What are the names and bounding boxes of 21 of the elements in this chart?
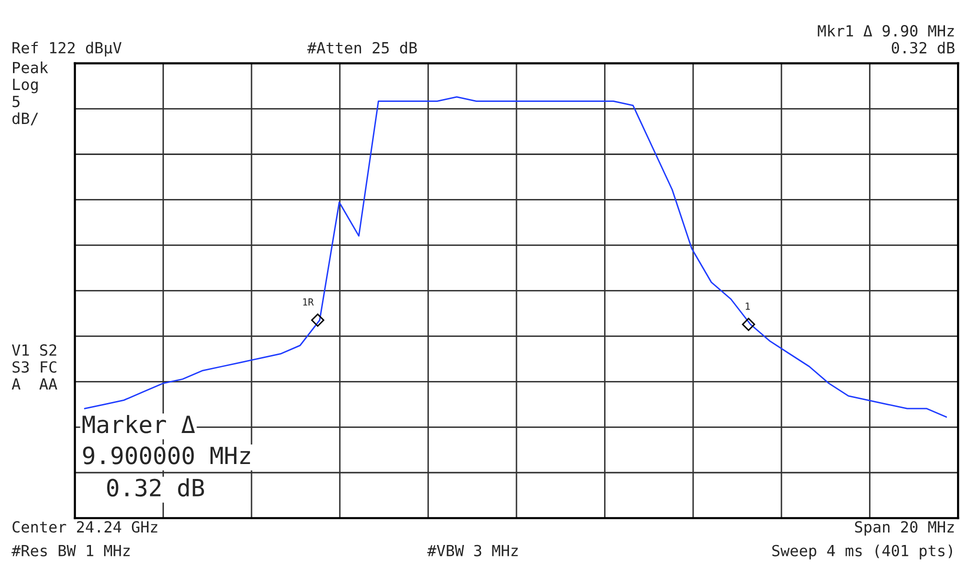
text: Mkr1 Δ 9.90 MHz: [818, 24, 954, 37]
annotation: Marker Δ: [82, 415, 195, 434]
text: 5: [12, 96, 20, 108]
annotation: 1: [746, 302, 750, 310]
text: Ref 122 dBµV: [12, 42, 122, 56]
text: Peak: [12, 61, 48, 74]
text: 0.32 dB: [892, 42, 954, 54]
text: #VBW 3 MHz: [427, 544, 518, 556]
text: dB/: [12, 112, 38, 126]
annotation: 0.32 dB: [107, 478, 204, 497]
text: #Res BW 1 MHz: [12, 545, 130, 556]
annotation: 9.900000 MHz: [83, 446, 250, 464]
text: Sweep 4 ms (401 pts): [772, 544, 952, 560]
text: V1 S2: [12, 344, 56, 356]
text: S3 FC: [12, 361, 56, 373]
text: Center 24.24 GHz: [12, 521, 158, 533]
text: Log: [13, 78, 38, 94]
text: A AA: [12, 378, 58, 390]
annotation: 1R: [303, 298, 314, 306]
text: Span 20 MHz: [855, 521, 954, 536]
text: #Atten 25 dB: [307, 42, 417, 54]
